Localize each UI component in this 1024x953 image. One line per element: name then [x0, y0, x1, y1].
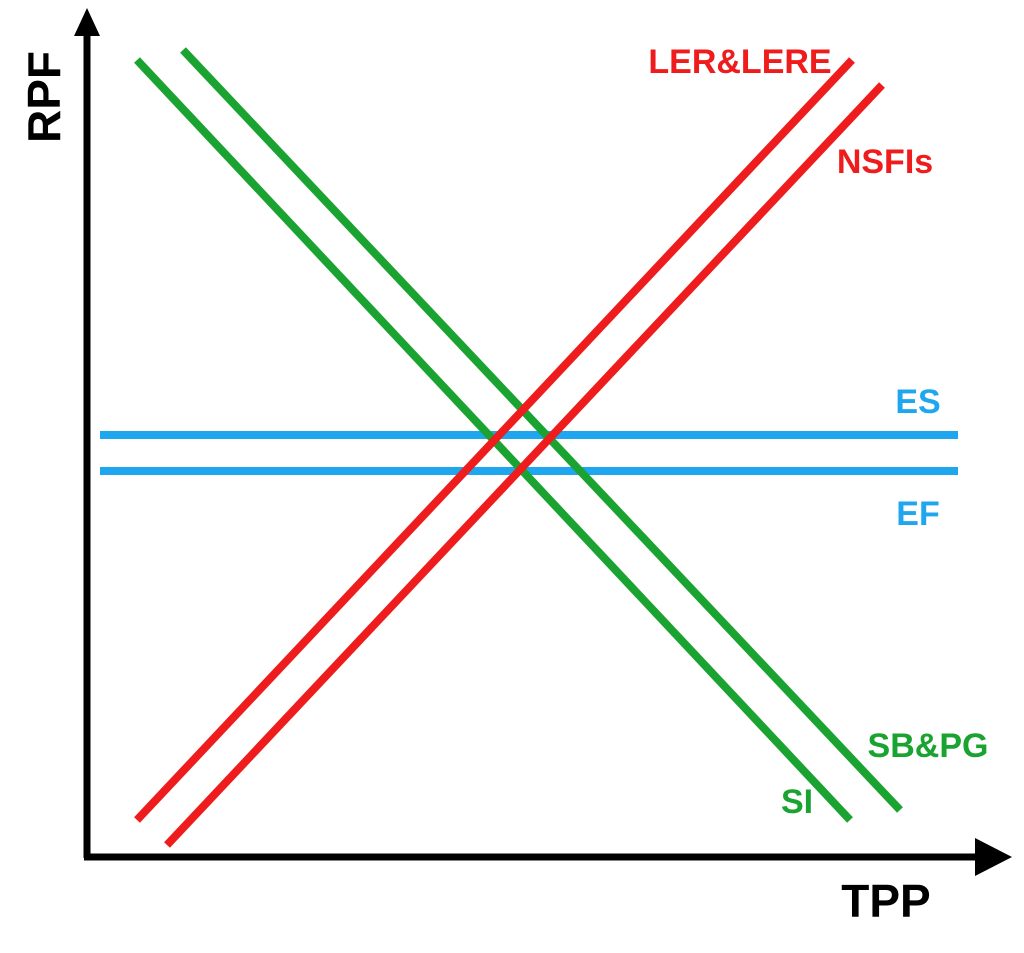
- lerlere-line: [134, 57, 855, 823]
- line-label: EF: [896, 495, 939, 533]
- line-label: SB&PG: [868, 727, 989, 765]
- x-axis-arrow: [975, 838, 1012, 876]
- line-label: LER&LERE: [648, 43, 831, 81]
- line-label: ES: [895, 383, 940, 421]
- line-label: SI: [781, 783, 813, 821]
- x-axis-label: TPP: [841, 875, 930, 927]
- line-label: NSFIs: [837, 143, 933, 181]
- nsfis-line: [164, 82, 885, 848]
- sbpg-line: [180, 47, 903, 813]
- y-axis-arrow: [74, 8, 100, 36]
- y-axis-label: RPF: [18, 51, 70, 143]
